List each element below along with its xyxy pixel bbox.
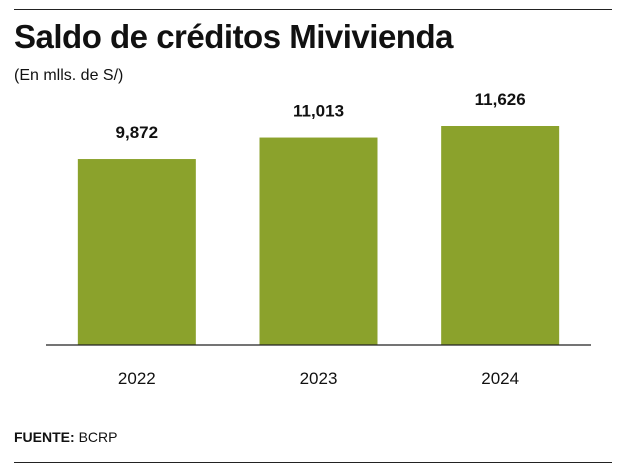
data-label-2023: 11,013 bbox=[293, 102, 344, 121]
bar-2023 bbox=[259, 137, 378, 345]
bar-2022 bbox=[77, 159, 196, 345]
data-label-2022: 9,872 bbox=[116, 123, 159, 142]
chart-subtitle: (En mlls. de S/) bbox=[14, 67, 124, 84]
x-tick-label-2024: 2024 bbox=[481, 369, 519, 388]
source-note: FUENTE: BCRP bbox=[14, 429, 117, 445]
x-tick-label-2022: 2022 bbox=[118, 369, 156, 388]
top-rule bbox=[14, 9, 612, 10]
source-value: BCRP bbox=[78, 429, 118, 445]
chart-title: Saldo de créditos Mivivienda bbox=[14, 18, 453, 55]
bar-2024 bbox=[441, 125, 560, 346]
data-label-2024: 11,626 bbox=[475, 90, 526, 109]
x-tick-label-2023: 2023 bbox=[300, 369, 338, 388]
bottom-rule bbox=[14, 462, 612, 463]
source-label: FUENTE: bbox=[14, 429, 75, 445]
